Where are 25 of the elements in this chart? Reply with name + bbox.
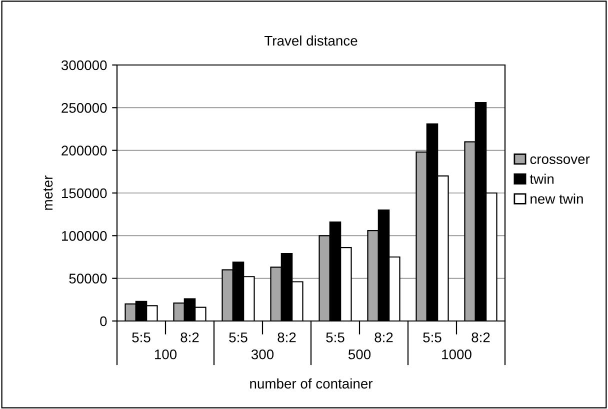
y-axis-title: meter bbox=[44, 175, 53, 210]
x-tick-label: 5:5 bbox=[326, 332, 344, 342]
y-tick-label: 50000 bbox=[69, 274, 107, 284]
legend-label: crossover bbox=[530, 156, 590, 164]
x-tick-label: 5:5 bbox=[229, 332, 248, 342]
x-tick-label: 5:5 bbox=[132, 332, 150, 342]
legend-label: new twin bbox=[530, 194, 583, 204]
x-tick-label: 8:2 bbox=[374, 332, 393, 342]
x-tick-label: 5:5 bbox=[423, 332, 442, 342]
text: 100 bbox=[154, 349, 177, 360]
y-tick-label: 150000 bbox=[62, 188, 107, 198]
y-tick-label: 250000 bbox=[62, 103, 107, 113]
y-tick-label: 300000 bbox=[61, 60, 107, 70]
x-tick-label: 8:2 bbox=[278, 332, 296, 342]
text: 500 bbox=[348, 349, 371, 360]
x-tick-label: 8:2 bbox=[472, 332, 490, 342]
text: 1000 bbox=[442, 349, 472, 360]
legend-label: twin bbox=[530, 174, 554, 184]
x-tick-label: 8:2 bbox=[180, 332, 199, 342]
x-axis-title: number of container bbox=[250, 378, 373, 389]
y-tick-label: 0 bbox=[100, 316, 107, 326]
chart-title: Travel distance bbox=[264, 35, 358, 46]
y-tick-label: 200000 bbox=[62, 146, 107, 156]
y-tick-label: 100000 bbox=[62, 231, 107, 241]
text: 300 bbox=[251, 349, 274, 360]
